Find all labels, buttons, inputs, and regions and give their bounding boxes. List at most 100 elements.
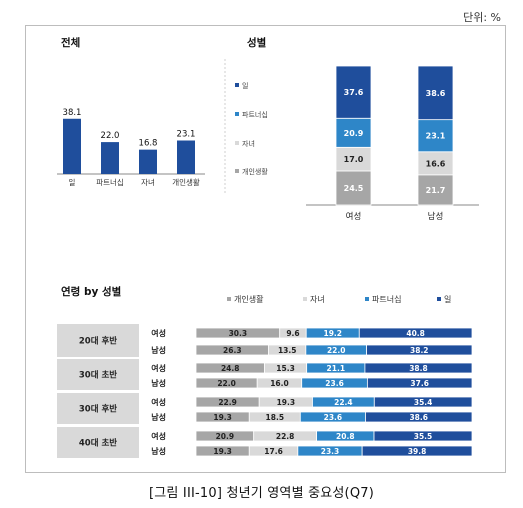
age-group-box — [57, 324, 139, 357]
gender-row-label: 여성 — [151, 431, 166, 441]
age-segment-value: 19.2 — [323, 329, 342, 338]
gender-segment-value: 24.5 — [344, 184, 364, 193]
overall-bar-value: 22.0 — [101, 131, 120, 141]
age-legend-label: 일 — [444, 295, 451, 304]
age-segment-value: 30.3 — [229, 329, 248, 338]
age-segment-value: 35.4 — [414, 398, 433, 407]
age-legend-swatch — [227, 297, 231, 301]
gender-category-label: 남성 — [428, 212, 444, 222]
gender-segment-value: 23.1 — [426, 132, 446, 141]
age-group-label: 30대 초반 — [79, 370, 117, 381]
gender-legend-swatch — [235, 169, 239, 173]
figure-caption: [그림 III-10] 청년기 영역별 중요성(Q7) — [148, 486, 374, 501]
age-segment-value: 40.8 — [406, 329, 425, 338]
gender-stack-segment — [417, 65, 454, 121]
age-stack-segment — [364, 362, 473, 374]
age-segment-value: 38.8 — [409, 364, 428, 373]
gender-legend-label: 파트너십 — [242, 110, 268, 119]
unit-label: 단위: % — [463, 11, 501, 24]
age-segment-value: 13.5 — [278, 346, 297, 355]
overall-bar-value: 23.1 — [177, 130, 196, 140]
gender-segment-value: 37.6 — [344, 88, 364, 97]
age-gender-chart-title: 연령 by 성별 — [61, 285, 121, 298]
age-segment-value: 22.0 — [217, 379, 236, 388]
overall-bar — [101, 142, 119, 174]
gender-row-label: 여성 — [151, 363, 166, 373]
age-segment-value: 37.6 — [410, 379, 429, 388]
gender-legend-swatch — [235, 83, 239, 87]
age-segment-value: 15.3 — [276, 364, 295, 373]
overall-bar — [177, 140, 195, 174]
age-segment-value: 22.8 — [276, 432, 295, 441]
gender-stack-segment — [417, 174, 454, 206]
gender-row-label: 여성 — [151, 397, 166, 407]
overall-bar — [63, 118, 81, 174]
age-stack-segment — [366, 377, 473, 389]
age-segment-value: 19.3 — [213, 447, 232, 456]
age-group-box — [57, 359, 139, 390]
gender-segment-value: 20.9 — [344, 129, 364, 138]
gender-row-label: 남성 — [151, 412, 166, 422]
gender-row-label: 남성 — [151, 446, 166, 456]
age-segment-value: 17.6 — [264, 447, 283, 456]
age-segment-value: 16.0 — [270, 379, 289, 388]
age-gender-chart-legend: 개인생활 자녀 파트너십 일 — [227, 294, 451, 304]
age-segment-value: 38.6 — [409, 413, 428, 422]
overall-chart: 38.1 일 22.0 파트너십 16.8 자녀 23.1 개인생활 — [57, 108, 205, 187]
age-gender-chart: 20대 후반 30대 초반 30대 후반 40대 초반 여성 30.3 9.6 19.2 40.… — [57, 324, 473, 458]
age-stack-segment — [366, 344, 473, 356]
gender-category-label: 여성 — [346, 211, 362, 222]
gender-legend-label: 자녀 — [242, 139, 255, 148]
age-segment-value: 19.3 — [213, 413, 232, 422]
age-legend-label: 자녀 — [310, 295, 325, 304]
age-stack-segment — [373, 396, 473, 408]
age-segment-value: 20.8 — [336, 432, 355, 441]
age-segment-value: 22.0 — [327, 346, 346, 355]
age-group-box — [57, 393, 139, 424]
age-group-label: 40대 초반 — [79, 438, 117, 449]
overall-category-label: 일 — [69, 178, 76, 187]
age-segment-value: 9.6 — [286, 329, 299, 338]
gender-row-label: 남성 — [151, 345, 166, 355]
age-legend-swatch — [303, 297, 307, 301]
overall-category-label: 파트너십 — [96, 177, 124, 187]
age-group-box — [57, 427, 139, 458]
gender-stack-segment — [417, 119, 454, 153]
gender-legend-swatch — [235, 112, 239, 116]
age-segment-value: 24.8 — [221, 364, 240, 373]
age-segment-value: 23.6 — [324, 413, 343, 422]
overall-bar-value: 16.8 — [139, 139, 158, 149]
age-stack-segment — [358, 327, 473, 339]
age-segment-value: 23.6 — [325, 379, 344, 388]
gender-segment-value: 17.0 — [344, 155, 364, 164]
age-segment-value: 22.9 — [218, 398, 237, 407]
overall-bar-value: 38.1 — [63, 108, 82, 118]
gender-segment-value: 21.7 — [426, 186, 446, 195]
age-segment-value: 21.1 — [327, 364, 346, 373]
age-group-label: 20대 후반 — [79, 336, 117, 347]
age-legend-label: 개인생활 — [234, 294, 264, 304]
age-segment-value: 22.4 — [334, 398, 353, 407]
age-segment-value: 35.5 — [414, 432, 433, 441]
age-segment-value: 23.3 — [321, 447, 340, 456]
age-segment-value: 38.2 — [410, 346, 429, 355]
gender-segment-value: 16.6 — [426, 159, 446, 168]
age-stack-segment — [373, 430, 473, 442]
overall-category-label: 자녀 — [141, 178, 155, 187]
age-segment-value: 26.3 — [223, 346, 242, 355]
overall-bar — [139, 149, 157, 174]
gender-row-label: 남성 — [151, 378, 166, 388]
gender-stack-segment — [335, 170, 372, 206]
age-segment-value: 20.9 — [216, 432, 235, 441]
gender-row-label: 여성 — [151, 328, 166, 338]
age-stack-segment — [365, 411, 473, 423]
gender-stack-segment — [335, 65, 372, 119]
gender-chart: 24.5 17.0 20.9 37.6 여성 21.7 16.6 23.1 38.6 남성 — [306, 65, 479, 222]
overall-category-label: 개인생활 — [172, 177, 200, 187]
gender-legend-swatch — [235, 141, 239, 145]
gender-chart-title: 성별 — [247, 36, 266, 49]
age-segment-value: 39.8 — [408, 447, 427, 456]
age-legend-swatch — [365, 297, 369, 301]
